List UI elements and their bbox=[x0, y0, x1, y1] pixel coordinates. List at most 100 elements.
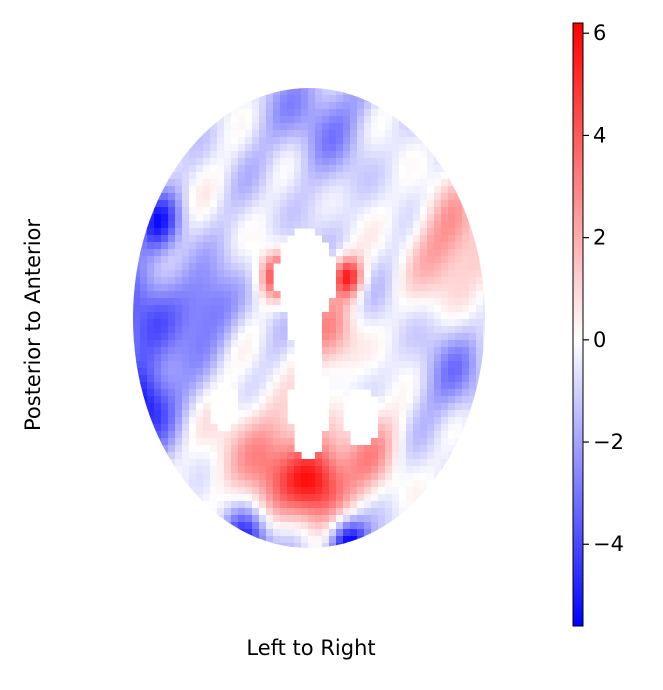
heatmap-cell bbox=[259, 368, 267, 376]
heatmap-cell bbox=[238, 200, 246, 208]
heatmap-cell bbox=[252, 172, 260, 180]
heatmap-cell bbox=[371, 95, 379, 103]
heatmap-cell bbox=[210, 221, 218, 229]
heatmap-cell bbox=[238, 102, 246, 110]
heatmap-cell bbox=[434, 403, 442, 411]
heatmap-cell bbox=[392, 312, 400, 320]
heatmap-cell bbox=[203, 326, 211, 334]
heatmap-cell bbox=[399, 221, 407, 229]
heatmap-cell bbox=[392, 473, 400, 481]
heatmap-cell bbox=[217, 207, 225, 215]
heatmap-cell bbox=[231, 151, 239, 159]
heatmap-cell bbox=[420, 277, 428, 285]
heatmap-cell bbox=[273, 529, 281, 537]
heatmap-cell bbox=[252, 480, 260, 488]
heatmap-cell bbox=[308, 494, 316, 502]
heatmap-cell bbox=[161, 452, 169, 460]
heatmap-cell bbox=[406, 410, 414, 418]
heatmap-cell bbox=[322, 438, 330, 446]
heatmap-cell bbox=[322, 193, 330, 201]
heatmap-cell bbox=[189, 326, 197, 334]
heatmap-cell bbox=[133, 263, 141, 271]
heatmap-cell bbox=[343, 235, 351, 243]
heatmap-cell bbox=[455, 200, 463, 208]
heatmap-cell bbox=[168, 179, 176, 187]
heatmap-cell bbox=[336, 522, 344, 530]
heatmap-cell bbox=[210, 340, 218, 348]
heatmap-cell bbox=[378, 340, 386, 348]
heatmap-cell bbox=[448, 347, 456, 355]
heatmap-cell bbox=[399, 116, 407, 124]
heatmap-cell bbox=[315, 501, 323, 509]
colorbar-tick-label: 4 bbox=[593, 123, 606, 147]
heatmap-cell bbox=[441, 158, 449, 166]
heatmap-cell bbox=[336, 144, 344, 152]
heatmap-cell bbox=[259, 186, 267, 194]
heatmap-cell bbox=[448, 277, 456, 285]
heatmap-cell bbox=[427, 270, 435, 278]
heatmap-cell bbox=[245, 137, 253, 145]
heatmap-cell bbox=[147, 270, 155, 278]
heatmap-cell bbox=[427, 459, 435, 467]
heatmap-cell bbox=[406, 494, 414, 502]
heatmap-cell bbox=[469, 242, 477, 250]
heatmap-cell bbox=[343, 256, 351, 264]
heatmap-cell bbox=[350, 480, 358, 488]
heatmap-cell bbox=[420, 186, 428, 194]
heatmap-cell bbox=[441, 298, 449, 306]
heatmap-cell bbox=[308, 508, 316, 516]
heatmap-cell bbox=[455, 452, 463, 460]
heatmap-cell bbox=[378, 529, 386, 537]
heatmap-cell bbox=[196, 221, 204, 229]
heatmap-cell bbox=[385, 396, 393, 404]
heatmap-cell bbox=[420, 368, 428, 376]
heatmap-cell bbox=[231, 501, 239, 509]
heatmap-cell bbox=[133, 389, 141, 397]
heatmap-cell bbox=[273, 466, 281, 474]
heatmap-cell bbox=[231, 347, 239, 355]
heatmap-cell bbox=[434, 375, 442, 383]
heatmap-cell bbox=[357, 375, 365, 383]
heatmap-cell bbox=[392, 410, 400, 418]
heatmap-cell bbox=[385, 326, 393, 334]
heatmap-cell bbox=[350, 270, 358, 278]
heatmap-cell bbox=[350, 382, 358, 390]
heatmap-cell bbox=[315, 137, 323, 145]
heatmap-cell bbox=[224, 214, 232, 222]
heatmap-cell bbox=[413, 158, 421, 166]
heatmap-cell bbox=[469, 417, 477, 425]
heatmap-cell bbox=[483, 340, 485, 348]
heatmap-cell bbox=[413, 193, 421, 201]
heatmap-cell bbox=[343, 375, 351, 383]
heatmap-cell bbox=[427, 326, 435, 334]
heatmap-cell bbox=[357, 179, 365, 187]
heatmap-cell bbox=[154, 410, 162, 418]
heatmap-cell bbox=[364, 347, 372, 355]
heatmap-cell bbox=[434, 480, 442, 488]
heatmap-cell bbox=[462, 431, 470, 439]
heatmap-cell bbox=[224, 165, 232, 173]
heatmap-cell bbox=[322, 109, 330, 117]
heatmap-cell bbox=[406, 116, 414, 124]
heatmap-cell bbox=[280, 529, 288, 537]
heatmap-cell bbox=[448, 410, 456, 418]
heatmap-cell bbox=[273, 186, 281, 194]
heatmap-cell bbox=[378, 193, 386, 201]
heatmap-cell bbox=[140, 270, 148, 278]
heatmap-cell bbox=[203, 242, 211, 250]
heatmap-cell bbox=[413, 228, 421, 236]
heatmap-cell bbox=[462, 249, 470, 257]
heatmap-cell bbox=[378, 487, 386, 495]
heatmap-cell bbox=[161, 361, 169, 369]
heatmap-cell bbox=[322, 123, 330, 131]
heatmap-cell bbox=[301, 480, 309, 488]
heatmap-cell bbox=[182, 410, 190, 418]
heatmap-cell bbox=[280, 431, 288, 439]
heatmap-cell bbox=[483, 277, 485, 285]
heatmap-cell bbox=[189, 291, 197, 299]
heatmap-cell bbox=[350, 459, 358, 467]
heatmap-cell bbox=[147, 410, 155, 418]
heatmap-cell bbox=[455, 179, 463, 187]
heatmap-cell bbox=[231, 270, 239, 278]
heatmap-cell bbox=[231, 375, 239, 383]
